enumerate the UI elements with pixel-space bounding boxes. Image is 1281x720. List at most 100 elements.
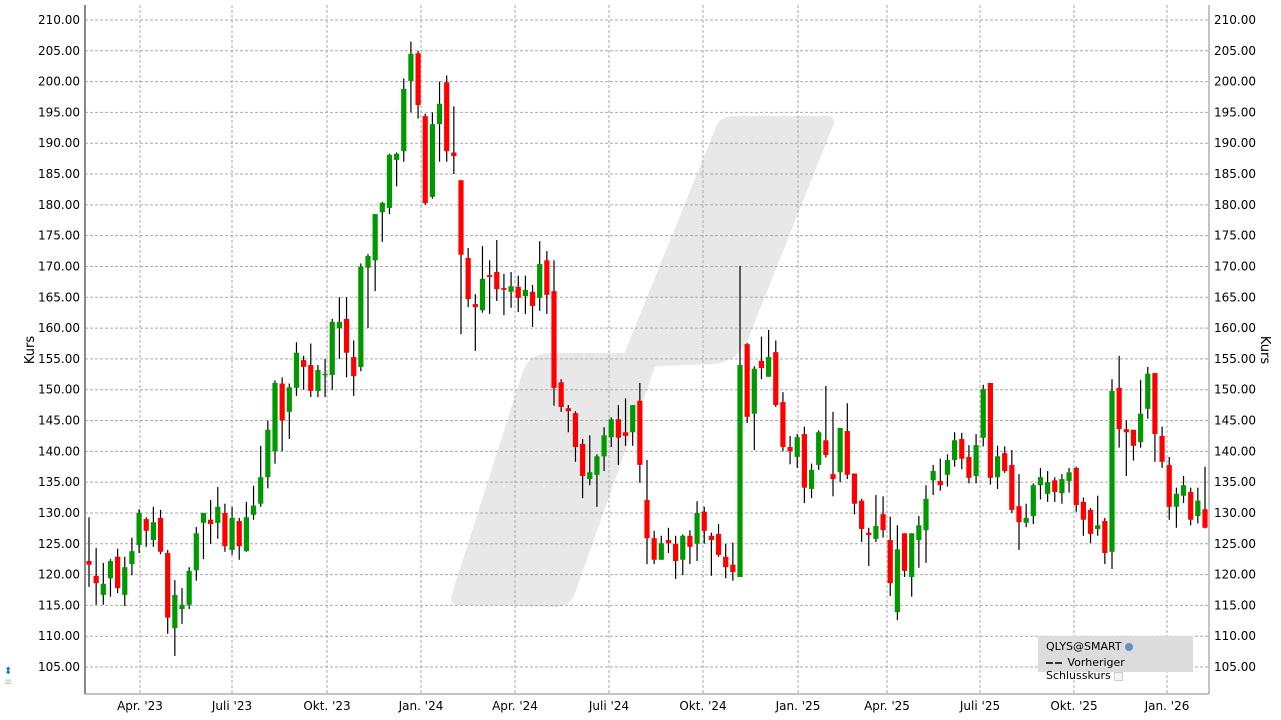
candle-body [372, 214, 378, 261]
candle-up [229, 506, 235, 555]
candle-down [773, 340, 779, 407]
candle-body [1066, 472, 1072, 481]
candle-down [1052, 477, 1058, 502]
x-axis: Apr. '23 Juli '23 Okt. '23 Jan. '24 Apr. '24… [117, 699, 1189, 713]
y-tick-label-right: 180.00 [1214, 198, 1256, 212]
y-tick-label-left: 165.00 [38, 290, 80, 304]
checkbox-icon[interactable] [1113, 671, 1123, 681]
y-tick-label-right: 145.00 [1214, 414, 1256, 428]
candle-up [1037, 467, 1044, 500]
candle-body [100, 583, 106, 595]
candle-down [572, 411, 579, 462]
candle-up [1030, 483, 1036, 525]
globe-icon[interactable] [1124, 643, 1133, 651]
candle-up [737, 265, 743, 578]
candle-up [1023, 503, 1029, 528]
candle-down [1016, 474, 1022, 550]
y-tick-label-left: 110.00 [38, 629, 80, 643]
candle-body [250, 505, 257, 515]
candle-body [701, 511, 707, 531]
candle-body [1145, 373, 1151, 409]
chart-settings-icon[interactable]: ⬍ ≡ [4, 666, 13, 688]
candle-up [973, 434, 979, 484]
candle-body [744, 344, 750, 417]
candle-body [286, 387, 292, 412]
candle-body [830, 474, 836, 480]
candle-up [980, 384, 986, 447]
candle-body [179, 604, 185, 610]
candle-up [286, 383, 292, 440]
x-tick-label: Jan. '25 [775, 699, 821, 713]
candle-body [157, 517, 164, 552]
candle-down [301, 355, 307, 390]
y-tick-label-right: 130.00 [1214, 506, 1256, 520]
candle-down [959, 432, 965, 470]
candle-down [859, 498, 865, 542]
candle-up [329, 318, 335, 390]
candle-up [894, 525, 900, 621]
candle-up [1059, 474, 1065, 504]
candle-up [837, 427, 843, 483]
candle-body [1180, 485, 1187, 496]
candle-body [773, 352, 779, 406]
candle-body [472, 304, 478, 308]
candle-up [107, 559, 114, 597]
y-tick-label-right: 125.00 [1214, 537, 1256, 551]
candle-body [258, 477, 264, 504]
candle-body [379, 203, 385, 213]
y-tick-label-right: 135.00 [1214, 475, 1256, 489]
candle-body [737, 365, 743, 578]
candle-body [766, 357, 772, 377]
candle-body [358, 266, 364, 367]
candle-body [415, 53, 421, 106]
candle-up [1045, 471, 1051, 502]
candle-body [794, 437, 800, 457]
candle-down [844, 403, 850, 480]
candle-down [444, 75, 450, 162]
candle-down [1152, 373, 1158, 462]
legend-prev-close-label: Vorheriger Schlusskurs [1046, 656, 1125, 682]
candle-body [973, 445, 979, 476]
candle-down [673, 535, 679, 579]
dash-line-icon [1055, 662, 1062, 664]
candle-up [994, 445, 1001, 489]
candle-body [122, 567, 128, 595]
candle-body [186, 570, 192, 605]
candle-down [1202, 466, 1208, 529]
candle-body [551, 291, 557, 388]
candle-up [508, 272, 514, 308]
candle-body [894, 549, 900, 613]
candle-body [572, 413, 579, 448]
candle-down [1080, 497, 1086, 536]
candle-up [186, 567, 192, 610]
candle-body [386, 154, 393, 208]
candle-down [1087, 508, 1094, 544]
y-tick-label-right: 210.00 [1214, 13, 1256, 27]
x-tick-label: Apr. '25 [864, 699, 910, 713]
candle-body [665, 540, 672, 544]
candle-body [451, 152, 457, 157]
candle-body [1116, 387, 1122, 430]
candle-down [830, 411, 836, 497]
candle-body [708, 535, 714, 541]
candle-body [1123, 429, 1129, 433]
candle-down [644, 459, 650, 565]
candle-down [701, 506, 707, 544]
candle-up [122, 556, 128, 606]
candle-up [215, 487, 221, 539]
candle-up [1109, 379, 1115, 570]
candle-body [780, 402, 786, 448]
candle-down [580, 439, 586, 499]
candle-body [301, 360, 307, 367]
y-tick-label-left: 145.00 [38, 414, 80, 428]
candle-down [115, 548, 121, 594]
candle-down [758, 336, 765, 380]
candle-body [837, 427, 843, 473]
candle-down [472, 294, 478, 351]
candle-body [422, 116, 428, 204]
candle-body [730, 564, 736, 573]
candle-down [730, 542, 736, 581]
candle-down [687, 530, 693, 565]
candle-body [272, 382, 278, 452]
candle-down [966, 445, 972, 484]
